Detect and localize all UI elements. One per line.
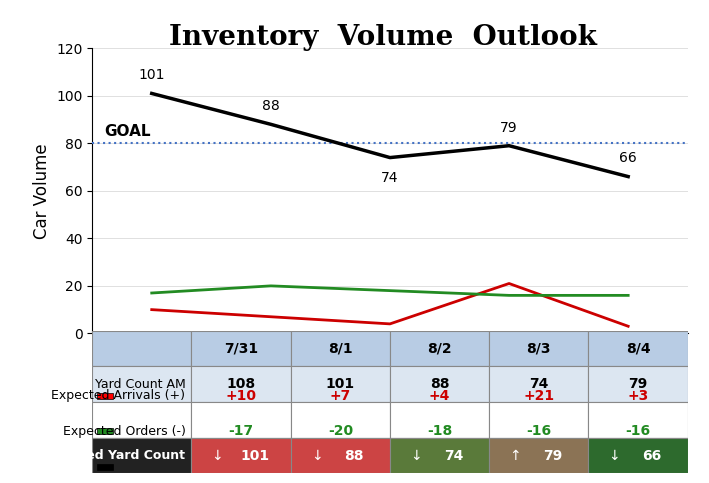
Bar bbox=[291, 331, 390, 367]
Text: 66: 66 bbox=[619, 152, 637, 166]
Text: Expected Arrivals (+): Expected Arrivals (+) bbox=[52, 389, 186, 402]
Bar bbox=[191, 438, 291, 473]
Text: ↓: ↓ bbox=[608, 449, 620, 463]
Bar bbox=[291, 367, 390, 402]
Bar bbox=[588, 331, 688, 367]
Text: ↑: ↑ bbox=[509, 449, 521, 463]
Bar bbox=[92, 402, 191, 438]
Bar bbox=[588, 367, 688, 402]
Text: 88: 88 bbox=[262, 99, 280, 113]
Bar bbox=[291, 438, 390, 473]
Text: +4: +4 bbox=[429, 389, 450, 403]
Text: -16: -16 bbox=[526, 424, 552, 438]
Text: 74: 74 bbox=[529, 377, 549, 391]
Bar bbox=[92, 367, 191, 402]
Bar bbox=[97, 428, 113, 434]
Bar bbox=[291, 402, 390, 438]
Text: 79: 79 bbox=[628, 377, 648, 391]
Bar bbox=[588, 438, 688, 473]
Bar bbox=[489, 367, 588, 402]
Bar bbox=[191, 402, 291, 438]
Text: +10: +10 bbox=[225, 389, 257, 403]
Bar bbox=[489, 438, 588, 473]
Text: 8/4: 8/4 bbox=[626, 341, 650, 355]
Text: 7/31: 7/31 bbox=[224, 341, 258, 355]
Bar bbox=[92, 438, 191, 473]
Text: 101: 101 bbox=[325, 377, 355, 391]
Text: 66: 66 bbox=[642, 449, 661, 463]
Bar bbox=[92, 438, 191, 473]
Text: +7: +7 bbox=[330, 389, 351, 403]
Bar bbox=[390, 438, 489, 473]
Text: -17: -17 bbox=[228, 424, 254, 438]
Bar bbox=[390, 331, 489, 367]
Text: 74: 74 bbox=[444, 449, 463, 463]
Text: -20: -20 bbox=[328, 424, 353, 438]
Bar bbox=[97, 393, 113, 398]
Bar bbox=[92, 331, 191, 367]
Bar bbox=[588, 438, 688, 473]
Text: Expected Yard Count: Expected Yard Count bbox=[40, 449, 186, 462]
Text: 79: 79 bbox=[543, 449, 562, 463]
Bar bbox=[390, 367, 489, 402]
Text: 108: 108 bbox=[226, 377, 256, 391]
Bar bbox=[97, 464, 113, 470]
Bar bbox=[588, 402, 688, 438]
Text: +21: +21 bbox=[523, 389, 554, 403]
Text: ↓: ↓ bbox=[311, 449, 323, 463]
Text: 8/3: 8/3 bbox=[527, 341, 551, 355]
Text: 8/1: 8/1 bbox=[328, 341, 352, 355]
Bar bbox=[390, 438, 489, 473]
Text: Yard Count AM: Yard Count AM bbox=[95, 378, 186, 391]
Text: Inventory  Volume  Outlook: Inventory Volume Outlook bbox=[169, 24, 597, 51]
Text: 88: 88 bbox=[430, 377, 450, 391]
Bar bbox=[191, 331, 291, 367]
Bar bbox=[291, 438, 390, 473]
Text: Expected Orders (-): Expected Orders (-) bbox=[62, 425, 186, 438]
Text: ↓: ↓ bbox=[211, 449, 223, 463]
Text: 74: 74 bbox=[381, 171, 398, 185]
Text: GOAL: GOAL bbox=[104, 124, 150, 139]
Text: +3: +3 bbox=[627, 389, 649, 403]
Text: 88: 88 bbox=[345, 449, 364, 463]
Text: 79: 79 bbox=[501, 121, 518, 135]
Text: -16: -16 bbox=[625, 424, 651, 438]
Bar bbox=[489, 331, 588, 367]
Bar bbox=[489, 402, 588, 438]
Bar bbox=[489, 438, 588, 473]
Text: 101: 101 bbox=[138, 68, 165, 82]
Text: 101: 101 bbox=[240, 449, 269, 463]
Bar bbox=[390, 402, 489, 438]
Y-axis label: Car Volume: Car Volume bbox=[33, 143, 50, 239]
Bar bbox=[191, 367, 291, 402]
Text: -18: -18 bbox=[427, 424, 452, 438]
Bar bbox=[191, 438, 291, 473]
Text: ↓: ↓ bbox=[410, 449, 422, 463]
Text: 8/2: 8/2 bbox=[428, 341, 452, 355]
